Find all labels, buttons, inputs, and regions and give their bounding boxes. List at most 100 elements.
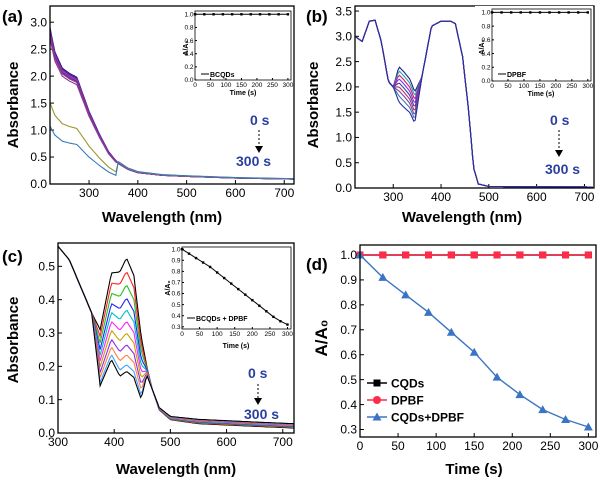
panel-a: (a) Absorbance Wavelength (nm) 0.0 0.5 1.0… [2, 5, 295, 226]
panel-a-inset-xtick-label-0: 0 [193, 82, 197, 89]
panel-c-ytick-label-2: 0.2 [38, 360, 55, 374]
panel-d-legend-label-0: CQDs [391, 377, 425, 391]
panel-c-inset-ytick-label-3: 0.6 [171, 291, 180, 298]
panel-a-xtick-label-4: 700 [274, 186, 294, 200]
panel-b-xtick-label-4: 700 [574, 190, 594, 204]
panel-c-frame [57, 242, 295, 434]
panel-c-inset-ytick-label-5: 0.8 [171, 269, 180, 276]
panel-b-inset-point-6 [548, 11, 551, 14]
panel-a-inset-ytick-label-5: 1.0 [184, 11, 193, 18]
panel-a-inset-point-2 [212, 13, 215, 16]
panel-a-xticks: 300 400 500 600 700 [79, 180, 295, 200]
panel-d-xticks: 0 50 100 150 200 250 300 [357, 433, 599, 453]
panel-b-ytick-label-2: 1.0 [335, 131, 352, 145]
panel-a-inset-plot: 0 50 100 150 200 250 300 0.0 0.2 0.4 0.6 0.8 1.0 [184, 11, 293, 89]
panel-d-marker-2-2 [401, 290, 411, 299]
panel-d-label: (d) [306, 255, 328, 274]
panel-c-series [57, 245, 295, 429]
panel-b-label: (b) [306, 7, 328, 26]
panel-c-inset-point-10 [251, 298, 254, 302]
panel-b-inset-point-4 [529, 11, 532, 14]
panel-d-ytick-label-7: 1.0 [340, 248, 357, 262]
panel-c-inset-ytick-label-6: 0.9 [171, 257, 180, 264]
panel-c-inset-point-14 [279, 320, 282, 323]
panel-d-marker-2-1 [378, 272, 388, 281]
panel-c-label: (c) [2, 247, 23, 266]
panel-d-ylabel: A/A₀ [312, 320, 331, 357]
panel-d-marker-2-4 [446, 327, 456, 336]
panel-c-inset-point-9 [244, 293, 247, 296]
panel-c-xtick-label-4: 700 [273, 435, 293, 449]
panel-c-ytick-label-5: 0.5 [38, 260, 55, 274]
panel-c-inset-xlabel: Time (s) [223, 343, 250, 350]
panel-a-inset-point-4 [230, 13, 234, 16]
panel-c-inset-point-15 [286, 323, 289, 326]
panel-c-inset-point-5 [215, 271, 219, 274]
panel-d-yticks: 0.3 0.4 0.5 0.6 0.7 0.8 0.9 1.0 [340, 248, 364, 437]
panel-b-ytick-label-0: 0.0 [335, 181, 352, 195]
panel-a-series [49, 27, 295, 180]
panel-a-ytick-label-0: 0.0 [30, 177, 47, 191]
panel-d-frame [359, 244, 597, 438]
panel-b-inset-point-2 [509, 11, 513, 14]
panel-a-label: (a) [2, 7, 23, 26]
panel-a-inset-ytick-label-2: 0.4 [184, 51, 193, 58]
panel-a-xtick-label-3: 600 [225, 186, 245, 200]
panel-b-xtick-label-1: 400 [431, 190, 451, 204]
panel-b-ytick-label-4: 2.0 [335, 80, 352, 94]
panel-d-legend-marker-0 [373, 379, 381, 387]
panel-a-inset-point-7 [258, 13, 262, 16]
panel-c-inset-ytick-label-2: 0.5 [171, 302, 180, 309]
panel-d-xtick-label-4: 200 [502, 439, 522, 453]
panel-c-inset-point-6 [222, 276, 226, 280]
panel-c-xtick-label-0: 300 [48, 435, 68, 449]
panel-a-arrow-head [255, 146, 263, 153]
panel-b-inset-xtick-label-1: 50 [504, 83, 512, 90]
panel-c-inset-point-13 [272, 315, 275, 319]
panel-c-inset-point-11 [258, 304, 261, 307]
panel-d-marker-1-10 [584, 251, 592, 259]
panel-d-ytick-label-2: 0.5 [340, 373, 357, 387]
panel-d-xtick-label-3: 150 [464, 439, 484, 453]
panel-c-xlabel: Wavelength (nm) [116, 461, 236, 478]
panel-c-inset-point-8 [237, 287, 240, 291]
panel-d-marker-1-7 [516, 251, 524, 259]
panel-d-marker-1-1 [379, 251, 387, 259]
panel-c-ytick-label-4: 0.4 [38, 293, 55, 307]
panel-d-ytick-label-4: 0.7 [340, 323, 357, 337]
panel-d-marker-1-6 [493, 251, 501, 259]
panel-a-inset-xtick-label-5: 250 [267, 82, 278, 89]
panel-a-inset-point-9 [277, 13, 280, 16]
panel-b-inset-point-0 [490, 11, 494, 14]
panel-d-marker-2-7 [515, 390, 525, 399]
panel-d-marker-1-4 [447, 251, 455, 259]
panel-b-xlabel: Wavelength (nm) [402, 209, 522, 226]
panel-d-legend-label-2: CQDs+DPBF [391, 411, 464, 425]
panel-a-inset-bg [183, 10, 291, 90]
panel-b-inset-xtick-label-0: 0 [490, 83, 494, 90]
panel-c-inset-xtick-label-6: 300 [282, 331, 293, 338]
panel-b-ytick-label-6: 3.0 [335, 30, 352, 44]
panel-b-inset-xtick-label-6: 300 [582, 83, 593, 90]
panel-c-inset-ytick-label-7: 1.0 [171, 246, 180, 253]
panel-a-xtick-label-0: 300 [79, 186, 99, 200]
panel-a-frame [49, 5, 295, 185]
panel-b-inset-point-1 [500, 11, 503, 14]
panel-c-inset-legend: BCQDs + DPBF [196, 316, 248, 323]
panel-d-marker-2-5 [469, 347, 479, 356]
panel-a-inset-xtick-label-4: 200 [252, 82, 263, 89]
panel-d-marker-1-9 [562, 251, 570, 259]
panel-c-inset-ytick-label-4: 0.7 [171, 280, 180, 287]
panel-a-ytick-label-1: 0.5 [30, 150, 47, 164]
panel-d-ytick-label-5: 0.8 [340, 298, 357, 312]
panel-a-ytick-label-2: 1.0 [30, 123, 47, 137]
panel-b-inset-ylabel: A/A₀ [479, 39, 486, 54]
panel-c-inset-point-4 [208, 265, 212, 269]
panel-c-inset-ytick-label-0: 0.3 [171, 324, 180, 331]
panel-b-inset-ytick-label-1: 0.2 [481, 64, 490, 71]
panel-c-xtick-label-2: 500 [160, 435, 180, 449]
panel-a-inset-ylabel: A/A₀ [183, 40, 190, 55]
panel-a-inset-point-8 [268, 13, 271, 16]
panel-a-inset-xtick-label-3: 150 [236, 82, 247, 89]
